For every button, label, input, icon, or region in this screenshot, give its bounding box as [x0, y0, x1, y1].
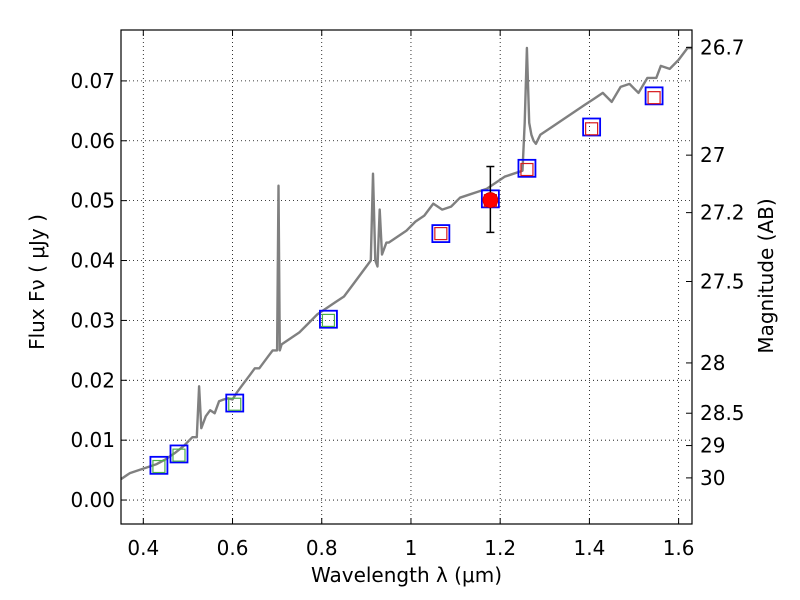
- ticks: 0.4 0.6 0.8 1 1.2 1.4 1.6 0.00 0.01 0.02 0.03 0.04 0…: [70, 30, 744, 560]
- data-layer: [121, 48, 692, 479]
- x-tick-label: 0.8: [306, 536, 338, 560]
- right-axis-label: Magnitude (AB): [754, 198, 778, 353]
- sed-model-line: [121, 48, 692, 479]
- x-axis-label: Wavelength λ (μm): [311, 563, 502, 587]
- y-tick-label: 0.07: [70, 69, 115, 93]
- x-tick-label: 0.6: [217, 536, 249, 560]
- right-tick-label: 27.5: [700, 269, 745, 293]
- y-tick-label: 0.04: [70, 249, 115, 273]
- x-tick-label: 1.4: [573, 536, 605, 560]
- grid: [121, 30, 692, 524]
- model-flux-marker: [586, 123, 598, 135]
- right-tick-label: 28.5: [700, 401, 745, 425]
- y-axis-label: Flux Fν ( μJy ): [25, 214, 49, 350]
- right-tick-label: 29: [700, 434, 725, 458]
- right-tick-label: 27.2: [700, 201, 745, 225]
- right-tick-label: 27: [700, 143, 725, 167]
- y-tick-label: 0.03: [70, 308, 115, 332]
- plot-frame: [121, 30, 692, 524]
- y-tick-label: 0.06: [70, 129, 115, 153]
- x-tick-label: 1.2: [484, 536, 516, 560]
- right-tick-label: 30: [700, 466, 725, 490]
- right-tick-label: 28: [700, 351, 725, 375]
- y-tick-label: 0.01: [70, 428, 115, 452]
- model-flux-marker: [648, 92, 660, 104]
- target-flux-point: [483, 193, 498, 208]
- x-tick-label: 0.4: [127, 536, 159, 560]
- model-flux-marker: [435, 228, 447, 240]
- x-tick-label: 1: [405, 536, 418, 560]
- sed-chart: 0.4 0.6 0.8 1 1.2 1.4 1.6 0.00 0.01 0.02 0.03 0.04 0…: [0, 0, 800, 600]
- y-tick-label: 0.02: [70, 368, 115, 392]
- y-tick-label: 0.05: [70, 189, 115, 213]
- y-tick-label: 0.00: [70, 488, 115, 512]
- right-tick-label: 26.7: [700, 35, 745, 59]
- model-flux-marker: [322, 314, 334, 326]
- x-tick-label: 1.6: [663, 536, 695, 560]
